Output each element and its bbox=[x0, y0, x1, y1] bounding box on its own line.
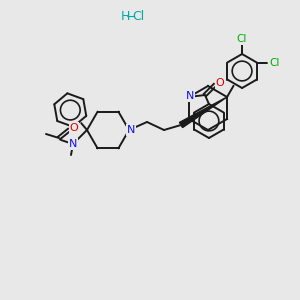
Text: H: H bbox=[120, 11, 130, 23]
Text: −: − bbox=[126, 11, 136, 23]
Polygon shape bbox=[179, 97, 227, 128]
Text: Cl: Cl bbox=[237, 34, 247, 44]
Text: N: N bbox=[186, 91, 194, 101]
Text: O: O bbox=[70, 123, 78, 133]
Text: Cl: Cl bbox=[270, 58, 280, 68]
Text: Cl: Cl bbox=[132, 11, 144, 23]
Text: N: N bbox=[69, 139, 77, 149]
Text: N: N bbox=[127, 125, 135, 135]
Text: O: O bbox=[216, 78, 224, 88]
